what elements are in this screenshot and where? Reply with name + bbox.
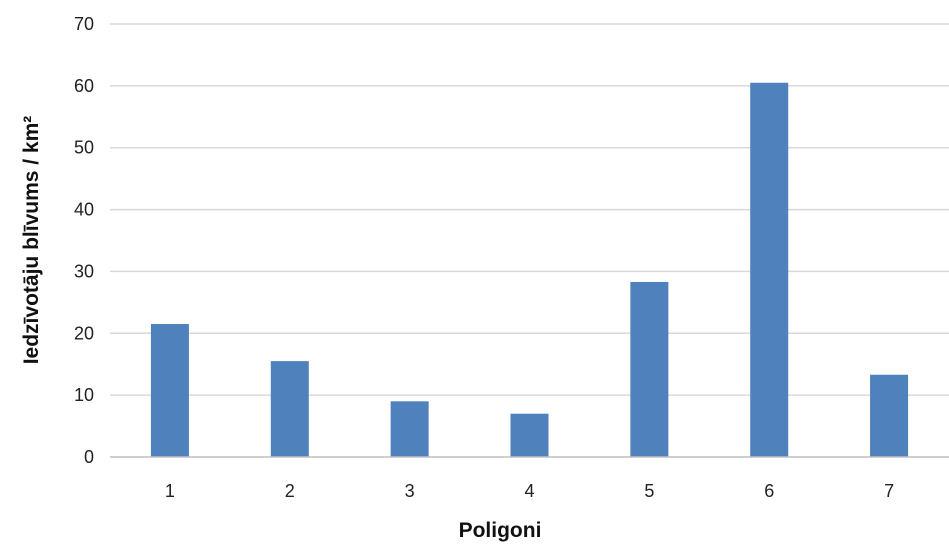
y-tick-label: 0: [84, 447, 94, 467]
bar-5: [630, 281, 669, 457]
y-tick-label: 40: [74, 200, 94, 220]
y-tick-label: 20: [74, 323, 94, 343]
x-axis-title: Poligoni: [459, 519, 542, 542]
x-tick-label: 1: [165, 481, 175, 501]
gridlines: [110, 23, 949, 396]
bar-2: [270, 361, 309, 457]
y-tick-label: 70: [74, 14, 94, 34]
bars: [150, 82, 909, 457]
x-tick-label: 2: [285, 481, 295, 501]
bar-6: [750, 82, 789, 457]
x-tick-label: 5: [644, 481, 654, 501]
y-tick-label: 30: [74, 261, 94, 281]
bar-3: [390, 401, 429, 457]
y-axis-title: Iedzīvotāju blīvums / km²: [20, 116, 43, 365]
x-tick-label: 7: [884, 481, 894, 501]
x-axis-tick-labels: 1 2 3 4 5 6 7: [165, 481, 894, 501]
bar-7: [870, 374, 909, 457]
y-tick-label: 60: [74, 76, 94, 96]
x-tick-label: 3: [405, 481, 415, 501]
x-tick-label: 4: [524, 481, 534, 501]
x-tick-label: 6: [764, 481, 774, 501]
bar-1: [150, 324, 189, 457]
y-tick-label: 50: [74, 138, 94, 158]
y-axis-tick-labels: 0 10 20 30 40 50 60 70: [74, 14, 94, 467]
bar-4: [510, 413, 549, 457]
y-tick-label: 10: [74, 385, 94, 405]
